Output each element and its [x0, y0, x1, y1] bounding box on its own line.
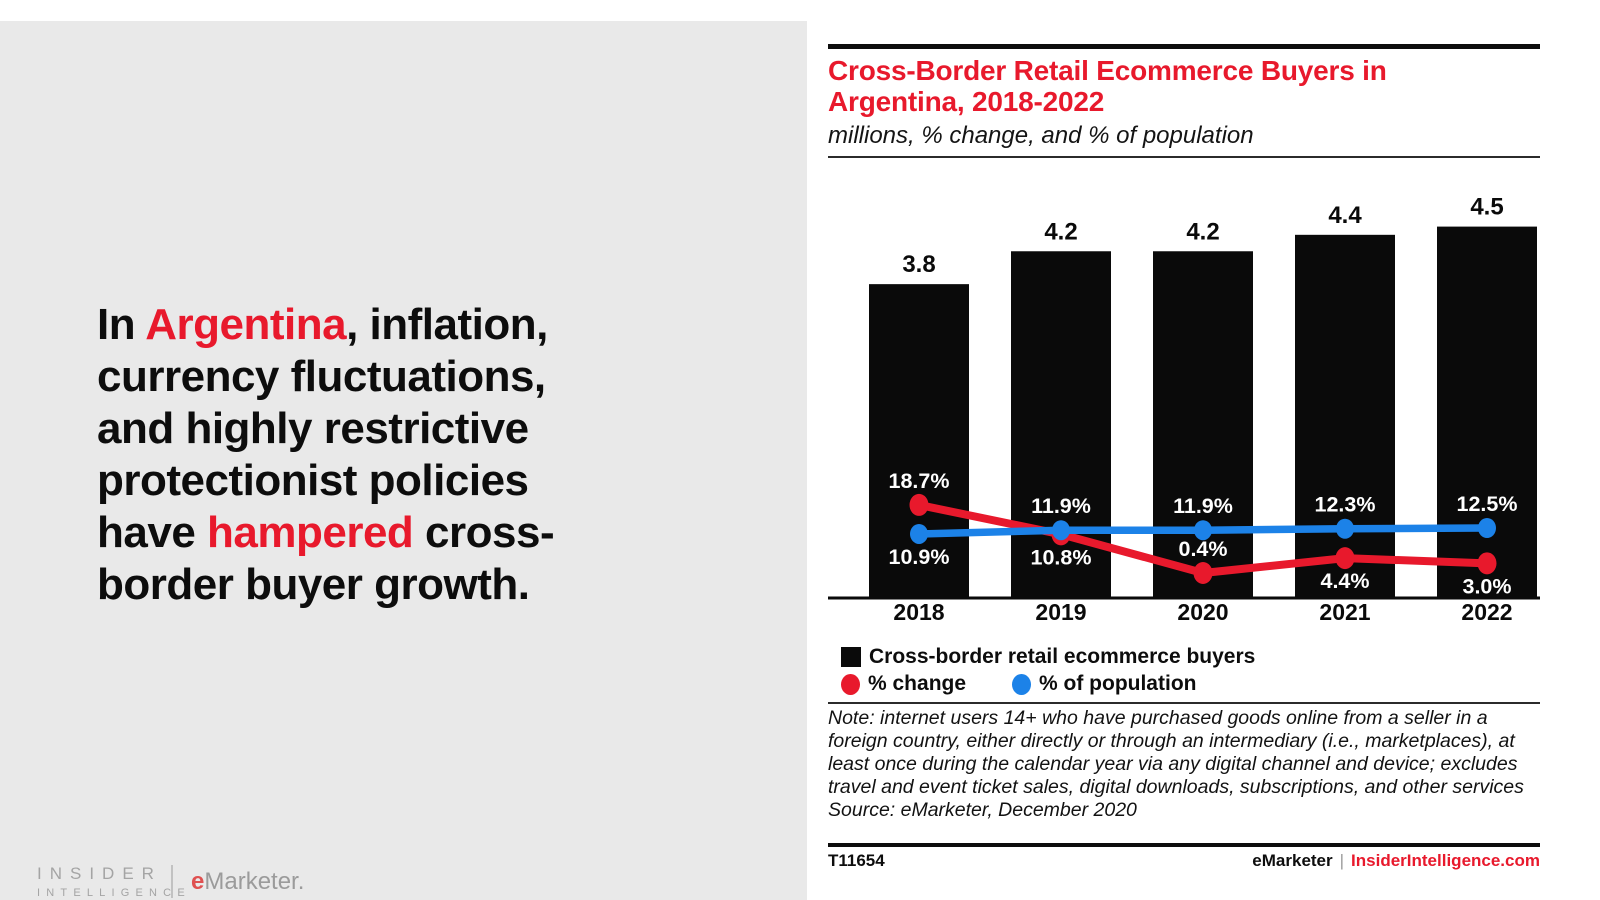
bar-value-label: 4.2 [1044, 218, 1077, 245]
legend-item-population: % of population [1012, 672, 1196, 696]
bar-value-label: 4.5 [1470, 194, 1503, 221]
headline-line: In Argentina, inflation, [97, 299, 697, 351]
note-line: foreign country, either directly or thro… [828, 730, 1515, 752]
headline-text: currency fluctuations, [97, 352, 546, 401]
footer-rule [828, 843, 1540, 847]
x-tick-2022: 2022 [1461, 599, 1512, 625]
x-tick-2019: 2019 [1035, 599, 1086, 625]
pct-label: 3.0% [1462, 574, 1511, 598]
headline-line: and highly restrictive [97, 403, 697, 455]
insider-intelligence-logo-sub: INTELLIGENCE [37, 887, 191, 899]
chart-id: T11654 [828, 851, 885, 870]
chart-title-line1: Cross-Border Retail Ecommerce Buyers in [828, 55, 1387, 86]
headline-text: have [97, 508, 208, 557]
legend-square-icon [841, 647, 861, 667]
chart-title-line2: Argentina, 2018-2022 [828, 86, 1105, 117]
note-line: least once during the calendar year via … [828, 753, 1518, 775]
legend-label-population: % of population [1039, 672, 1197, 695]
pct-label: 11.9% [1031, 494, 1091, 518]
chart-note: Note: internet users 14+ who have purcha… [828, 707, 1550, 822]
bar-2022 [1437, 226, 1537, 597]
point-2021 [1336, 518, 1354, 539]
headline-text: In [97, 300, 146, 349]
headline: In Argentina, inflation, currency fluctua… [97, 299, 697, 611]
x-tick-2021: 2021 [1319, 599, 1370, 625]
pct-label: 11.9% [1173, 494, 1233, 518]
point-2018 [910, 523, 928, 544]
note-line: travel and event ticket sales, digital d… [828, 776, 1524, 798]
headline-text: cross- [413, 508, 555, 557]
footer-brand: eMarketer [1252, 851, 1333, 870]
headline-emphasis: hampered [207, 508, 414, 557]
bar-2021 [1295, 234, 1395, 597]
top-rule [828, 44, 1540, 49]
pct-label: 4.4% [1320, 569, 1369, 593]
insider-intelligence-link[interactable]: InsiderIntelligence.com [1351, 851, 1540, 870]
chart-footer: T11654 eMarketer | InsiderIntelligence.c… [828, 851, 1540, 871]
bar-value-label: 4.4 [1328, 202, 1362, 229]
logo-divider [171, 865, 173, 898]
emarketer-logo-rest: Marketer [204, 868, 298, 895]
pct-label: 18.7% [889, 469, 950, 493]
insider-intelligence-logo: INSIDER [37, 864, 162, 883]
point-2019 [1052, 520, 1070, 541]
subtitle-rule [828, 156, 1540, 158]
legend-item-change: % change [841, 672, 966, 696]
legend-rule [828, 702, 1540, 704]
pct-label: 0.4% [1178, 537, 1227, 561]
headline-text: and highly restrictive [97, 404, 529, 453]
pct-label: 12.5% [1457, 492, 1518, 516]
legend-label-change: % change [868, 672, 967, 695]
headline-line: currency fluctuations, [97, 351, 697, 403]
legend-label-buyers: Cross-border retail ecommerce buyers [869, 645, 1256, 668]
footer-separator: | [1339, 851, 1345, 870]
point-2020 [1193, 562, 1213, 585]
point-2018 [909, 493, 929, 516]
legend-red-dot-icon [841, 673, 860, 695]
x-tick-2020: 2020 [1177, 599, 1228, 625]
headline-text: protectionist policies [97, 456, 529, 505]
emarketer-logo: eMarketer. [191, 868, 304, 896]
bar-value-label: 4.2 [1186, 218, 1219, 245]
emarketer-logo-tm: . [297, 868, 305, 895]
point-2022 [1478, 518, 1496, 538]
x-tick-2018: 2018 [893, 599, 944, 625]
point-2022 [1477, 552, 1497, 575]
note-line: Note: internet users 14+ who have purcha… [828, 707, 1488, 729]
source-line: Source: eMarketer, December 2020 [828, 799, 1137, 821]
headline-line: have hampered cross- [97, 507, 697, 559]
point-2020 [1194, 520, 1212, 541]
pct-label: 10.8% [1031, 545, 1092, 569]
headline-line: protectionist policies [97, 455, 697, 507]
headline-text: border buyer growth. [97, 560, 530, 609]
legend-item-buyers: Cross-border retail ecommerce buyers [841, 645, 1255, 669]
chart-subtitle: millions, % change, and % of population [828, 122, 1254, 149]
pct-label: 12.3% [1315, 493, 1376, 517]
headline-emphasis: Argentina [145, 300, 347, 349]
point-2021 [1335, 547, 1355, 570]
emarketer-logo-e: e [191, 868, 205, 895]
headline-text: , inflation, [346, 300, 548, 349]
chart-canvas: 3.8 4.2 4.2 4.4 4.5 2018 2019 2020 2021 2022 18.7%… [828, 194, 1540, 625]
chart-title: Cross-Border Retail Ecommerce Buyers in … [828, 55, 1540, 117]
headline-line: border buyer growth. [97, 559, 697, 611]
bar-2018 [869, 284, 969, 597]
bar-value-label: 3.8 [902, 251, 935, 278]
left-summary-panel: In Argentina, inflation, currency fluctua… [0, 21, 807, 900]
pct-label: 10.9% [889, 545, 950, 569]
legend-blue-dot-icon [1012, 673, 1031, 695]
